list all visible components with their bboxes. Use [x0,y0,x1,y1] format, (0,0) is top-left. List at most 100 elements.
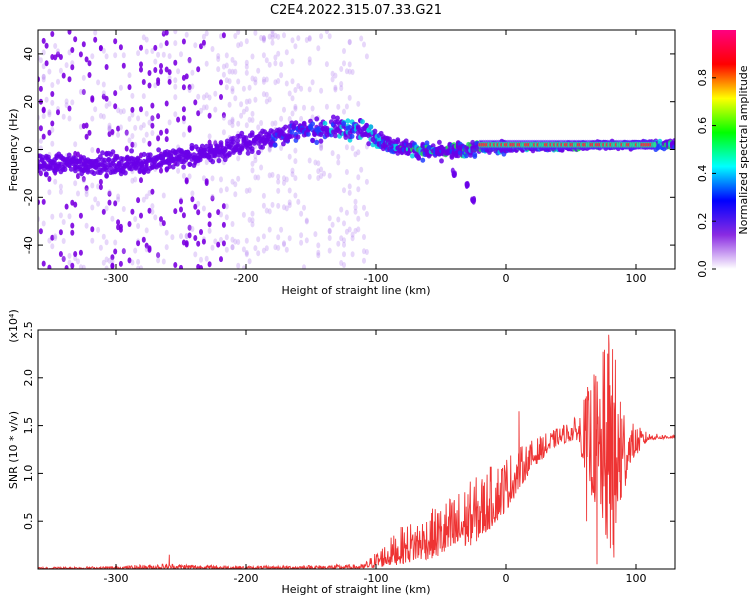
heatmap-cell [327,227,332,234]
heatmap-cell [164,244,169,251]
heatmap-cell [68,166,74,172]
heatmap-cell [366,141,372,147]
heatmap-cell [56,78,60,85]
heatmap-cell [41,73,46,80]
heatmap-cell [353,227,358,234]
heatmap-cell [293,87,298,93]
heatmap-cell [147,207,152,214]
heatmap-cell [61,255,66,262]
y-tick-label: 40 [22,47,35,61]
heatmap-cell [201,94,206,101]
heatmap-cell [307,35,312,42]
heatmap-cell [282,204,286,211]
heatmap-cell [90,226,95,233]
heatmap-cell [256,124,261,131]
heatmap-cell [253,76,258,83]
heatmap-cell [38,228,43,235]
heatmap-cell [50,243,55,250]
heatmap-cell [141,34,146,41]
heatmap-cell [161,258,166,265]
heatmap-cell [244,106,249,113]
heatmap-cell [193,42,198,49]
heatmap-cell [207,261,212,268]
heatmap-cell [47,237,52,244]
heatmap-cell [104,173,109,179]
heatmap-cell [101,233,106,240]
heatmap-cell [133,176,138,183]
heatmap-cell [336,159,341,166]
heatmap-cell [58,229,63,236]
heatmap-cell [261,35,266,41]
heatmap-cell [230,68,235,75]
heatmap-cell [244,237,249,244]
heatmap-cell [293,192,298,199]
heatmap-cell [342,251,346,258]
heatmap-cell [344,228,349,235]
heatmap-cell [264,98,269,105]
heatmap-cell [210,244,215,251]
heatmap-cell [284,205,289,212]
heatmap-cell [250,75,255,82]
heatmap-cell [161,51,166,58]
heatmap-cell [230,122,235,129]
colorbar-gradient-bar [712,30,736,269]
colorbar: 0.0 0.2 0.4 0.6 0.8 Normalized spectral ampl… [696,30,750,278]
heatmap-cell [196,209,201,216]
heatmap-cell [316,252,321,259]
heatmap-cell [104,205,109,212]
heatmap-cell [141,236,146,243]
heatmap-cell [339,66,344,72]
heatmap-cell [227,78,232,85]
heatmap-cell [41,63,46,70]
heatmap-cell [230,178,235,185]
heatmap-cell [204,104,209,111]
heatmap-cell [324,30,329,35]
heatmap-cell [314,116,320,122]
heatmap-cell [208,143,214,149]
spectrogram-y-ticks: -40 -20 0 20 40 [22,47,675,254]
heatmap-cell [293,175,298,182]
heatmap-cell [210,193,215,200]
heatmap-cell [173,94,178,101]
heatmap-cell [261,233,266,240]
heatmap-cell [290,37,295,44]
heatmap-cell [420,157,426,163]
heatmap-cell [147,152,153,158]
heatmap-cell [296,35,301,42]
heatmap-cell [344,103,349,110]
heatmap-cell [264,245,269,252]
heatmap-cell [58,54,63,60]
x-tick-label: 0 [503,272,510,285]
heatmap-cell [224,138,230,144]
heatmap-cell [253,96,258,103]
heatmap-cell [156,135,161,142]
heatmap-cell [130,259,135,266]
heatmap-cell [159,216,163,223]
heatmap-cell [212,153,218,159]
heatmap-cell [319,166,324,173]
heatmap-cell [81,176,86,182]
heatmap-cell [221,32,226,39]
heatmap-cell [67,213,72,220]
snr-frame [37,329,676,570]
heatmap-cell [243,135,249,141]
heatmap-cell [70,60,75,67]
heatmap-cell [293,43,298,50]
heatmap-cell [127,115,132,122]
heatmap-cell [201,104,206,111]
heatmap-cell [247,140,253,146]
heatmap-cell [78,88,83,95]
heatmap-cell [107,100,112,107]
heatmap-cell [96,200,101,207]
heatmap-cell [282,240,286,247]
heatmap-cell [239,112,244,119]
heatmap-cell [336,103,341,110]
heatmap-cell [181,164,187,170]
heatmap-cell [123,170,128,176]
heatmap-cell [236,262,241,269]
heatmap-cell [141,93,146,100]
heatmap-cell [362,234,366,240]
heatmap-cell [139,163,145,169]
heatmap-cell [261,76,266,83]
heatmap-cell [101,81,106,88]
